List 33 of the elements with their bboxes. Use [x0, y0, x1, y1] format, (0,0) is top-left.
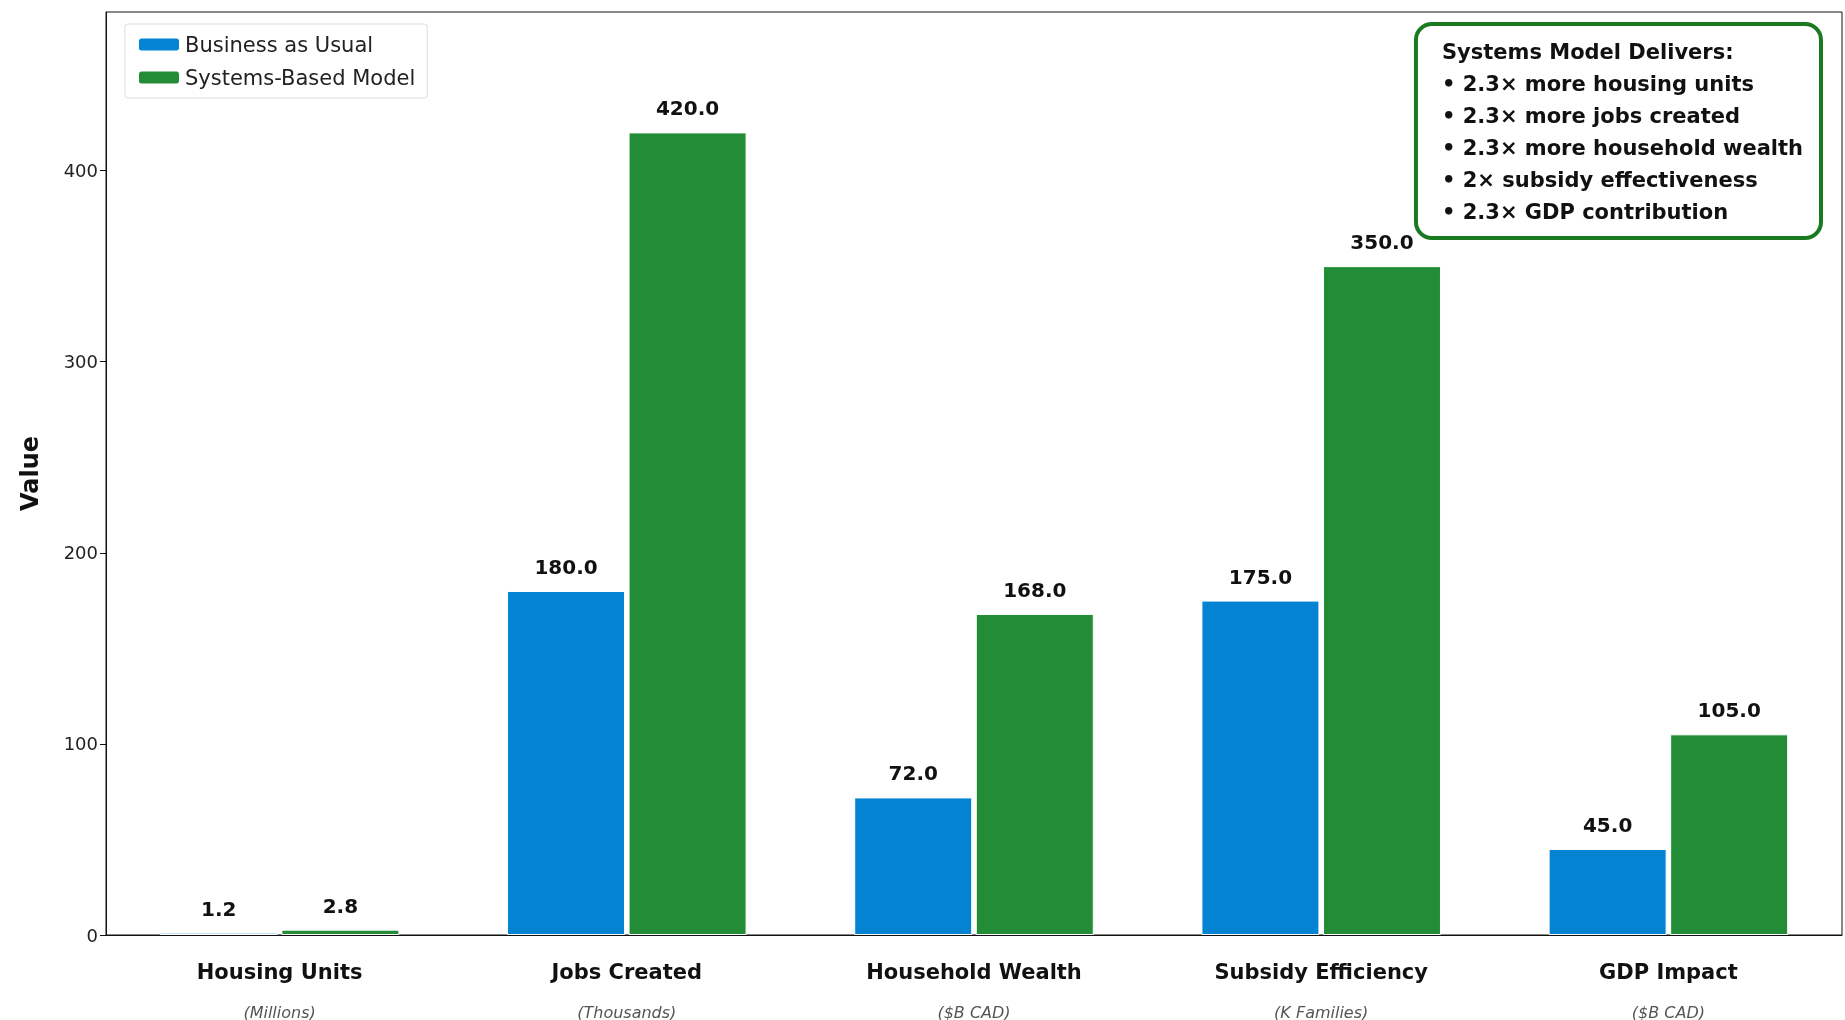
x-tick-label: Housing Units (Millions) [196, 960, 363, 1020]
annotation: Systems Model Delivers: • 2.3× more housing units • 2.3× more jobs created • 2.3× more household wealth • 2× subsidy effectiveness • 2.3× GDP contribution [1441, 40, 1804, 224]
y-tick-label: 400 [63, 160, 98, 182]
y-tick-label: 300 [63, 351, 98, 373]
data-label: 105.0 [1697, 698, 1761, 723]
y-tick-label: 100 [63, 733, 98, 755]
x-tick-label: Subsidy Efficiency (K Families) [1214, 960, 1429, 1020]
y-tick-label: 200 [63, 542, 98, 564]
y-tick-label: 0 [86, 924, 98, 946]
data-label: 2.8 [322, 893, 359, 918]
bar [281, 929, 400, 935]
data-label: 72.0 [888, 761, 938, 786]
data-label: 45.0 [1582, 813, 1633, 838]
data-label: 168.0 [1003, 577, 1067, 602]
data-label: 180.0 [534, 555, 598, 580]
bar [507, 591, 626, 935]
bar [1201, 600, 1320, 935]
data-label: 1.2 [201, 896, 237, 921]
bar [628, 132, 747, 935]
legend-label: Systems-Based Model [185, 65, 416, 90]
bar [975, 613, 1094, 935]
legend-label: Business as Usual [185, 32, 374, 57]
data-label: 350.0 [1350, 230, 1414, 255]
bar [1322, 266, 1441, 935]
data-label: 175.0 [1228, 564, 1293, 589]
data-label: 420.0 [655, 96, 720, 121]
x-tick-label: GDP Impact ($B CAD) [1599, 960, 1738, 1020]
x-tick-label: Jobs Created (Thousands) [549, 960, 703, 1020]
x-tick-label: Household Wealth ($B CAD) [866, 960, 1082, 1020]
bar [1548, 849, 1667, 935]
y-axis-title: Value [16, 435, 44, 512]
bar [1670, 734, 1789, 935]
bar [854, 797, 973, 935]
